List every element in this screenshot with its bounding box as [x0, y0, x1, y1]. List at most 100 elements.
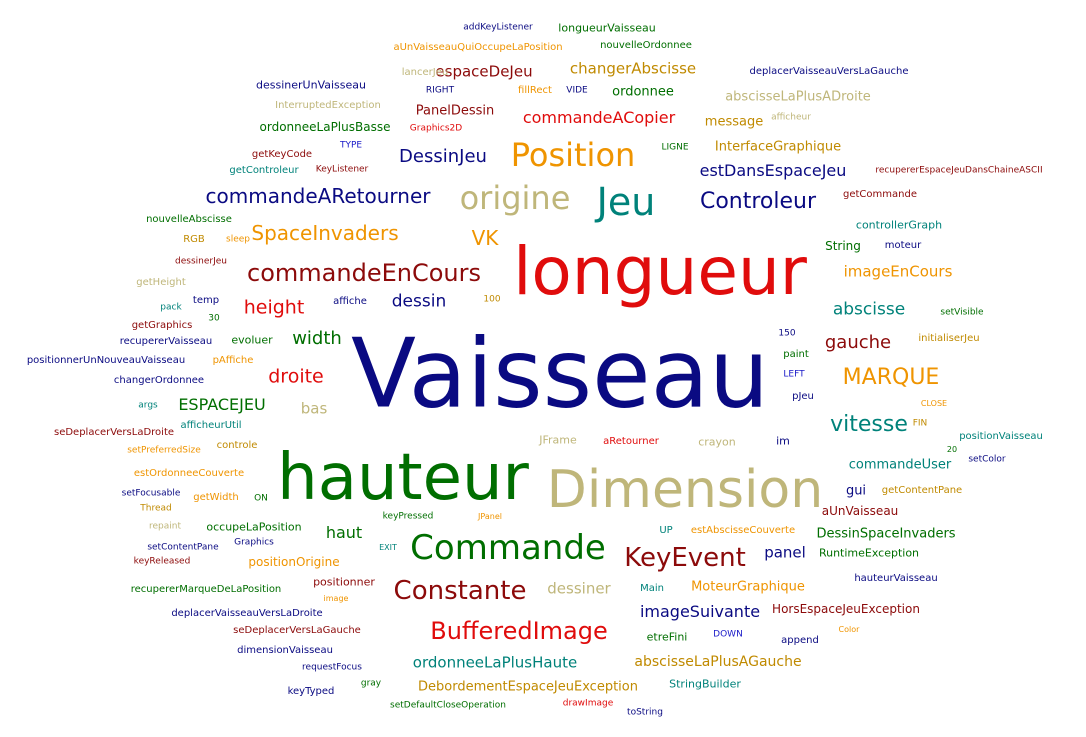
word-dessiner-un-vaisseau: dessinerUnVaisseau: [256, 78, 366, 92]
word-afficheur: afficheur: [771, 112, 811, 123]
word-color: Color: [838, 625, 860, 634]
word-ordonnee-la-plus-haute: ordonneeLaPlusHaute: [412, 653, 578, 672]
word-150: 150: [778, 328, 796, 339]
word-deplacer-vaisseau-vers-la-droite: deplacerVaisseauVersLaDroite: [171, 608, 323, 619]
word-p-jeu: pJeu: [792, 391, 814, 402]
word-get-controleur: getControleur: [229, 165, 299, 176]
word-constante: Constante: [393, 576, 527, 606]
word-hauteur: hauteur: [277, 441, 529, 515]
word-im: im: [776, 434, 790, 448]
word-est-dans-espace-jeu: estDansEspaceJeu: [699, 161, 847, 180]
word-positionner: positionner: [313, 575, 375, 589]
word-lancer-jeu: lancerJeu: [401, 67, 449, 78]
word-paint: paint: [783, 349, 809, 360]
word-up: UP: [659, 525, 673, 536]
word-origine: origine: [459, 179, 571, 217]
word-hors-espace-jeu-exception: HorsEspaceJeuException: [772, 602, 920, 616]
word-ordonnee-la-plus-basse: ordonneeLaPlusBasse: [259, 120, 391, 134]
word-image-suivante: imageSuivante: [639, 602, 761, 621]
word-set-default-close-operation: setDefaultCloseOperation: [390, 700, 506, 711]
word-close: CLOSE: [920, 399, 948, 408]
word-debordement-espace-jeu-exception: DebordementEspaceJeuException: [418, 679, 638, 695]
word-abscisse-la-plus-adroite: abscisseLaPlusADroite: [725, 89, 871, 105]
word-get-graphics: getGraphics: [131, 320, 193, 331]
word-recuperer-marque-de-la-position: recupererMarqueDeLaPosition: [130, 584, 282, 595]
word-p-affiche: pAffiche: [212, 355, 254, 366]
word-controller-graph: controllerGraph: [855, 218, 943, 232]
word-haut: haut: [325, 523, 363, 542]
word-a-un-vaisseau: aUnVaisseau: [821, 504, 899, 518]
word-append: append: [781, 635, 819, 646]
word-longueur-vaisseau: longueurVaisseau: [558, 21, 656, 35]
word-get-key-code: getKeyCode: [251, 149, 313, 160]
word-controleur: Controleur: [699, 189, 817, 214]
word-sleep: sleep: [226, 234, 250, 245]
word-vitesse: vitesse: [830, 412, 908, 437]
word-est-ordonnee-couverte: estOrdonneeCouverte: [133, 468, 245, 479]
word-set-content-pane: setContentPane: [147, 542, 219, 553]
word-key-released: keyReleased: [133, 556, 191, 567]
word-main: Main: [640, 583, 664, 594]
word-string-builder: StringBuilder: [669, 677, 741, 691]
word-type: TYPE: [339, 140, 363, 151]
word-dessin: dessin: [391, 291, 447, 312]
word-string: String: [825, 239, 861, 253]
word-rgb: RGB: [183, 234, 205, 245]
word-occupe-la-position: occupeLaPosition: [206, 520, 302, 534]
word-dimension-vaisseau: dimensionVaisseau: [237, 645, 333, 656]
word-pack: pack: [160, 302, 182, 313]
word-commande-en-cours: commandeEnCours: [247, 259, 481, 287]
word-20: 20: [946, 445, 958, 454]
word-graphics: Graphics: [234, 537, 274, 548]
word-exit: EXIT: [379, 543, 397, 552]
word-afficheur-util: afficheurUtil: [180, 420, 242, 431]
word-gui: gui: [845, 483, 867, 499]
word-runtime-exception: RuntimeException: [818, 546, 920, 560]
word-dessin-jeu: DessinJeu: [399, 146, 487, 167]
word-30: 30: [208, 313, 220, 324]
word-hauteur-vaisseau: hauteurVaisseau: [854, 573, 938, 584]
word-longueur: longueur: [513, 233, 807, 310]
word-abscisse: abscisse: [832, 299, 906, 320]
word-message: message: [704, 114, 764, 130]
word-dimension: Dimension: [546, 460, 824, 520]
word-gray: gray: [360, 678, 382, 689]
word-droite: droite: [268, 365, 324, 388]
word-position: Position: [510, 136, 636, 174]
word-recuperer-espace-jeu-dans-chaine-ascii: recupererEspaceJeuDansChaineASCII: [875, 165, 1043, 176]
word-thread: Thread: [140, 503, 172, 514]
word-jeu: Jeu: [596, 180, 656, 224]
word-get-content-pane: getContentPane: [881, 485, 963, 496]
word-panel: panel: [764, 543, 806, 562]
word-jpanel: JPanel: [478, 512, 502, 521]
word-dessiner: dessiner: [547, 579, 611, 598]
word-to-string: toString: [627, 707, 663, 718]
word-moteur: moteur: [884, 240, 922, 251]
word-evoluer: evoluer: [231, 333, 273, 347]
word-initialiser-jeu: initialiserJeu: [918, 333, 980, 344]
word-moteur-graphique: MoteurGraphique: [691, 579, 805, 595]
word-vide: VIDE: [566, 85, 588, 96]
word-vk: VK: [471, 226, 499, 250]
word-abscisse-la-plus-agauche: abscisseLaPlusAGauche: [634, 654, 802, 670]
word-set-focusable: setFocusable: [121, 488, 181, 499]
word-fin: FIN: [912, 418, 928, 429]
word-changer-abscisse: changerAbscisse: [569, 59, 697, 78]
word-a-retourner: aRetourner: [603, 436, 659, 447]
word-left: LEFT: [783, 369, 805, 380]
word-on: ON: [254, 493, 268, 504]
word-gauche: gauche: [824, 332, 892, 353]
word-args: args: [138, 400, 158, 411]
word-dessin-space-invaders: DessinSpaceInvaders: [816, 526, 956, 542]
word-commande-acopier: commandeACopier: [522, 108, 676, 127]
word-positionner-un-nouveau-vaisseau: positionnerUnNouveauVaisseau: [26, 355, 186, 366]
word-commande: Commande: [410, 528, 606, 568]
word-etre-fini: etreFini: [646, 630, 688, 644]
word-image: image: [323, 594, 349, 603]
word-vaisseau: Vaisseau: [350, 319, 770, 430]
word-se-deplacer-vers-la-droite: seDeplacerVersLaDroite: [53, 427, 175, 438]
word-100: 100: [483, 294, 501, 305]
word-bas: bas: [300, 399, 328, 418]
word-jframe: JFrame: [539, 433, 577, 447]
